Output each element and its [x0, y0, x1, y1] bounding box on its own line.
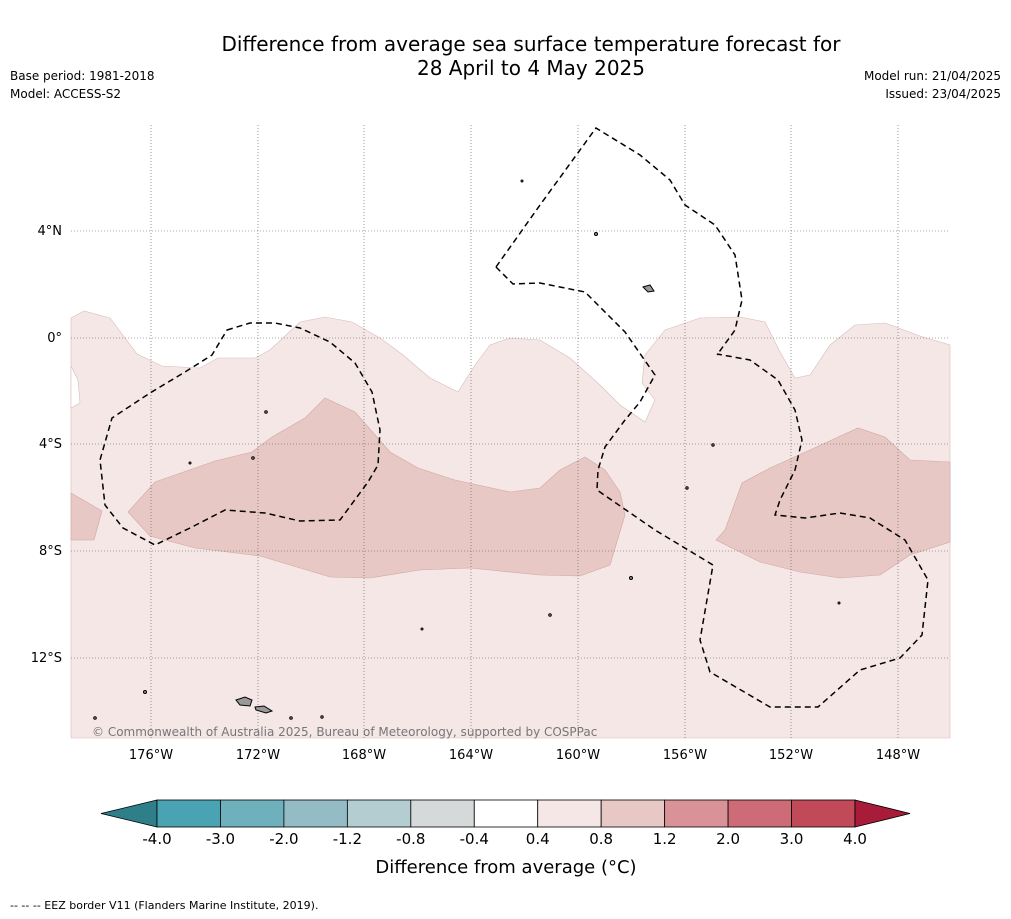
metadata-left: Base period: 1981-2018 Model: ACCESS-S2 [10, 67, 155, 103]
colorbar-segment [473, 799, 539, 828]
copyright-text: © Commonwealth of Australia 2025, Bureau… [92, 725, 597, 739]
colorbar-tick-label: -4.0 [142, 830, 171, 848]
colorbar-tick-label: 1.2 [653, 830, 677, 848]
island-small-9 [629, 576, 633, 580]
colorbar-segment [283, 799, 348, 828]
eez-borders [99, 126, 929, 708]
colorbar-extend-high [854, 799, 911, 828]
island-small-3 [188, 461, 192, 465]
eez-border-kiribati-phoenix [99, 322, 381, 546]
lat-label-0: 0° [47, 331, 62, 346]
anomaly-region-medium-west [70, 492, 103, 541]
island-small-15 [837, 601, 841, 605]
title-line-1: Difference from average sea surface temp… [221, 32, 841, 56]
lat-label-8s: 8°S [39, 544, 62, 559]
colorbar-label: Difference from average (°C) [375, 857, 636, 878]
eez-legend-footer: -- -- -- EEZ border V11 (Flanders Marine… [10, 899, 319, 912]
lat-label-12s: 12°S [31, 651, 62, 666]
colorbar-segment [220, 799, 285, 828]
colorbar-tick-label: -1.2 [333, 830, 362, 848]
island-small-13 [320, 715, 324, 719]
title-line-2: 28 April to 4 May 2025 [417, 56, 645, 80]
lat-label-4n: 4°N [38, 224, 63, 239]
colorbar-segments [100, 799, 911, 828]
island-small-4 [143, 690, 147, 694]
issued-text: Issued: 23/04/2025 [885, 87, 1001, 101]
island-small-12 [289, 716, 293, 720]
colorbar-segment [600, 799, 666, 828]
island-small-6 [685, 486, 689, 490]
lon-label-148w: 148°W [876, 748, 920, 763]
colorbar-segment [664, 799, 729, 828]
lon-label-160w: 160°W [556, 748, 600, 763]
colorbar: -4.0 -3.0 -2.0 -1.2 -0.8 -0.4 0.4 0.8 1.2 2.0 3.0 4… [100, 799, 911, 878]
island-small-14 [520, 179, 524, 183]
eez-border-line-islands-north [495, 126, 743, 356]
island-small-2 [251, 456, 255, 460]
colorbar-segment [346, 799, 412, 828]
island-samoa-upolu [254, 705, 274, 714]
lon-label-168w: 168°W [342, 748, 386, 763]
map-gridlines [71, 125, 950, 738]
anomaly-region-medium-central [127, 397, 626, 579]
colorbar-tick-labels: -4.0 -3.0 -2.0 -1.2 -0.8 -0.4 0.4 0.8 1.2 2.0 3.0 4… [142, 830, 867, 848]
island-kiritimati [642, 284, 655, 293]
colorbar-tick-label: -3.0 [206, 830, 235, 848]
colorbar-segment [410, 799, 475, 828]
neutral-pocket-west [70, 365, 81, 409]
island-samoa-savaii [235, 696, 253, 707]
island-small-1 [264, 410, 268, 414]
sst-anomaly-map: 4°N 0° 4°S 8°S 12°S 176°W 172°W 168°W 16… [31, 125, 951, 763]
model-run-text: Model run: 21/04/2025 [863, 69, 1001, 83]
colorbar-segment [791, 799, 856, 828]
lon-label-172w: 172°W [236, 748, 280, 763]
lat-label-4s: 4°S [39, 437, 62, 452]
island-small-10 [420, 627, 424, 631]
colorbar-segment [156, 799, 221, 828]
colorbar-tick-label: -2.0 [269, 830, 298, 848]
island-small-8 [548, 613, 552, 617]
lon-label-176w: 176°W [129, 748, 173, 763]
islands [93, 179, 841, 720]
colorbar-extend-low [100, 799, 158, 828]
island-small-7 [711, 443, 715, 447]
colorbar-tick-label: 0.8 [589, 830, 613, 848]
colorbar-segment [727, 799, 792, 828]
lon-label-156w: 156°W [663, 748, 707, 763]
base-period-text: Base period: 1981-2018 [10, 69, 155, 83]
metadata-right: Model run: 21/04/2025 Issued: 23/04/2025 [864, 67, 1001, 103]
eez-border-line-islands-central [495, 266, 929, 708]
anomaly-region-medium-east [715, 427, 951, 579]
colorbar-tick-label: -0.8 [396, 830, 425, 848]
island-small-5 [594, 232, 598, 236]
colorbar-tick-label: -0.4 [460, 830, 489, 848]
colorbar-segment [537, 799, 602, 828]
colorbar-tick-label: 3.0 [780, 830, 804, 848]
colorbar-tick-label: 2.0 [716, 830, 740, 848]
page-title: Difference from average sea surface temp… [0, 32, 1011, 80]
lon-label-152w: 152°W [769, 748, 813, 763]
model-text: Model: ACCESS-S2 [10, 87, 122, 101]
lon-label-164w: 164°W [449, 748, 493, 763]
colorbar-tick-label: 0.4 [526, 830, 550, 848]
colorbar-tick-label: 4.0 [843, 830, 867, 848]
island-small-11 [93, 716, 97, 720]
